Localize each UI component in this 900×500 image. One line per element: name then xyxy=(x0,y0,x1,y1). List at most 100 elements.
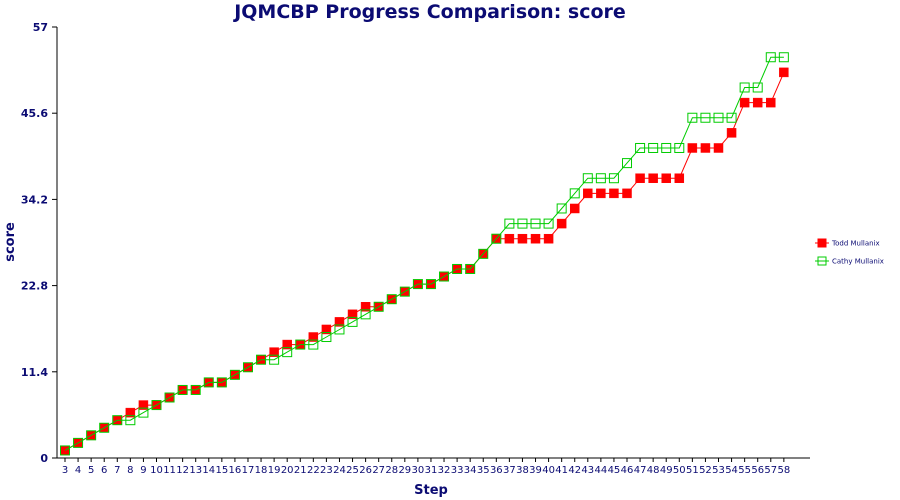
data-point xyxy=(582,173,593,184)
data-point xyxy=(60,445,70,456)
x-tick-label: 12 xyxy=(176,465,189,476)
data-point xyxy=(779,67,789,78)
data-point xyxy=(635,142,646,153)
data-point xyxy=(295,339,306,350)
x-tick-label: 11 xyxy=(163,465,176,476)
x-tick-label: 6 xyxy=(101,465,107,476)
x-tick-label: 20 xyxy=(281,465,294,476)
data-point xyxy=(112,415,123,426)
x-tick-label: 36 xyxy=(490,465,503,476)
data-point xyxy=(478,248,489,259)
data-point xyxy=(543,233,554,244)
x-tick-label: 51 xyxy=(686,465,699,476)
x-tick-label: 30 xyxy=(412,465,425,476)
x-tick-label: 58 xyxy=(777,465,790,476)
x-tick-label: 45 xyxy=(608,465,621,476)
data-point xyxy=(674,173,685,183)
x-tick-label: 47 xyxy=(634,465,647,476)
data-point xyxy=(229,369,240,380)
x-tick-label: 53 xyxy=(712,465,725,476)
x-tick-label: 33 xyxy=(451,465,464,476)
x-tick-label: 16 xyxy=(229,465,242,476)
x-tick-label: 43 xyxy=(581,465,594,476)
data-point xyxy=(766,97,776,108)
data-point xyxy=(308,339,319,350)
data-point xyxy=(543,218,554,229)
data-point xyxy=(648,142,659,153)
data-point xyxy=(608,173,619,184)
x-tick-label: 18 xyxy=(255,465,268,476)
x-tick-label: 9 xyxy=(140,465,146,476)
y-tick-label: 11.4 xyxy=(21,366,48,379)
data-point xyxy=(687,143,698,153)
x-tick-label: 3 xyxy=(62,465,68,476)
x-tick-label: 10 xyxy=(150,465,163,476)
data-point xyxy=(138,407,149,418)
data-point xyxy=(242,362,253,373)
data-point xyxy=(269,347,279,357)
data-point xyxy=(700,143,711,153)
data-point xyxy=(713,112,724,123)
x-tick-label: 54 xyxy=(725,465,738,476)
data-point xyxy=(282,339,292,350)
data-point xyxy=(504,218,515,229)
series-line-cathy-mullanix xyxy=(64,56,784,451)
data-point xyxy=(425,279,436,290)
data-point xyxy=(360,302,371,312)
x-tick-label: 48 xyxy=(647,465,660,476)
x-tick-label: 27 xyxy=(372,465,385,476)
data-point xyxy=(726,128,737,138)
x-axis-label: Step xyxy=(414,483,448,498)
data-point xyxy=(778,52,789,63)
data-point xyxy=(595,173,606,184)
data-point xyxy=(308,332,319,342)
chart-title: JQMCBP Progress Comparison: score xyxy=(232,1,626,23)
y-tick-label: 45.6 xyxy=(21,107,48,120)
x-tick-label: 15 xyxy=(215,465,228,476)
x-tick-label: 7 xyxy=(114,465,120,476)
data-point xyxy=(556,218,567,229)
x-tick-label: 50 xyxy=(673,465,686,476)
y-tick-label: 0 xyxy=(40,452,48,465)
x-tick-label: 22 xyxy=(307,465,320,476)
legend: Todd Mullanix Cathy Mullanix xyxy=(815,238,884,266)
x-tick-label: 35 xyxy=(477,465,490,476)
data-point xyxy=(399,286,410,297)
x-tick-label: 38 xyxy=(516,465,529,476)
data-point xyxy=(726,112,737,123)
legend-item-todd-mullanix: Todd Mullanix xyxy=(815,238,880,248)
x-tick-label: 56 xyxy=(751,465,764,476)
x-tick-label: 41 xyxy=(555,465,568,476)
legend-item-cathy-mullanix: Cathy Mullanix xyxy=(815,256,884,266)
legend-marker xyxy=(817,238,827,248)
data-point xyxy=(138,400,149,410)
x-tick-label: 21 xyxy=(294,465,307,476)
x-tick-label: 31 xyxy=(425,465,438,476)
data-point xyxy=(609,188,619,199)
data-point xyxy=(373,301,384,312)
x-tick-label: 23 xyxy=(320,465,333,476)
data-point xyxy=(412,279,423,290)
data-point xyxy=(635,173,645,183)
x-tick-label: 52 xyxy=(699,465,712,476)
data-point xyxy=(752,82,763,93)
x-tick-label: 37 xyxy=(503,465,516,476)
x-tick-label: 25 xyxy=(346,465,359,476)
x-tick-label: 57 xyxy=(764,465,777,476)
data-point xyxy=(60,445,70,456)
data-point xyxy=(177,384,188,395)
y-tick-label: 22.8 xyxy=(21,280,48,293)
data-point xyxy=(752,97,763,108)
data-point xyxy=(99,422,110,433)
x-tick-label: 39 xyxy=(529,465,542,476)
data-point xyxy=(334,324,345,335)
data-point xyxy=(465,263,476,274)
y-tick-label: 34.2 xyxy=(21,193,48,206)
data-point xyxy=(125,415,136,426)
data-point xyxy=(321,332,332,343)
legend-marker xyxy=(817,256,827,266)
x-tick-label: 24 xyxy=(333,465,346,476)
x-tick-label: 44 xyxy=(595,465,608,476)
data-point xyxy=(203,377,214,388)
